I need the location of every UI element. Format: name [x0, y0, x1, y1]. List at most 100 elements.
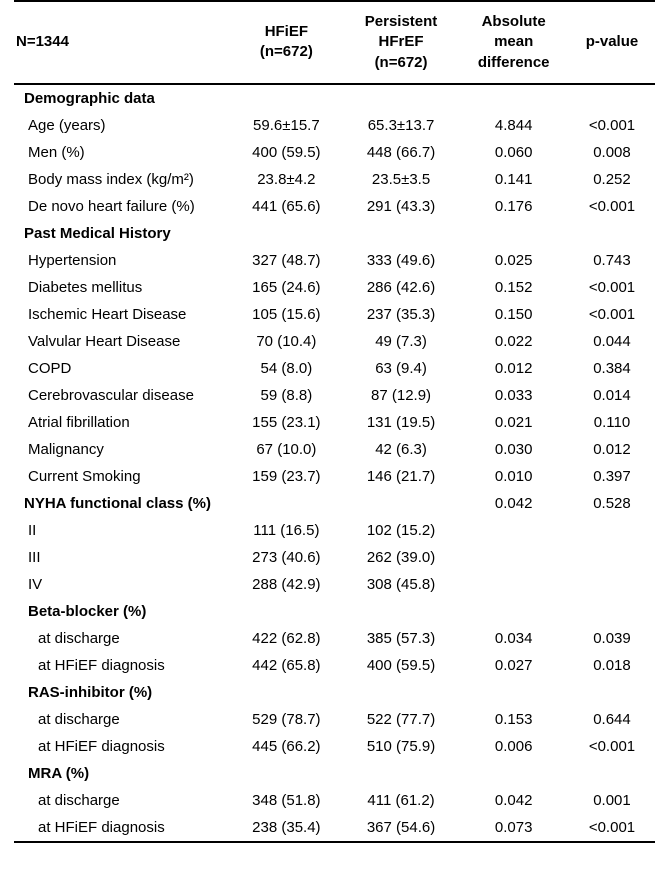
col-header-absdiff: Absolutemeandifference [458, 1, 569, 84]
table-row: Cerebrovascular disease59 (8.8)87 (12.9)… [14, 382, 655, 409]
row-label: De novo heart failure (%) [14, 193, 229, 220]
cell: 348 (51.8) [229, 787, 344, 814]
table-row: NYHA functional class (%)0.0420.528 [14, 490, 655, 517]
cell: 0.644 [569, 706, 655, 733]
cell: 308 (45.8) [344, 571, 459, 598]
cell: 288 (42.9) [229, 571, 344, 598]
table-row: III273 (40.6)262 (39.0) [14, 544, 655, 571]
cell: 0.176 [458, 193, 569, 220]
cell: 0.044 [569, 328, 655, 355]
cell: 0.042 [458, 787, 569, 814]
row-label: Ischemic Heart Disease [14, 301, 229, 328]
cell: 400 (59.5) [229, 139, 344, 166]
cell: 262 (39.0) [344, 544, 459, 571]
section-header: Beta-blocker (%) [14, 598, 655, 625]
cell: 367 (54.6) [344, 814, 459, 842]
table-row: at HFiEF diagnosis445 (66.2)510 (75.9)0.… [14, 733, 655, 760]
table-row: RAS-inhibitor (%) [14, 679, 655, 706]
cell: 0.150 [458, 301, 569, 328]
cell: 54 (8.0) [229, 355, 344, 382]
cell: 0.397 [569, 463, 655, 490]
cell: 59 (8.8) [229, 382, 344, 409]
cell [458, 517, 569, 544]
cell: <0.001 [569, 814, 655, 842]
cell: <0.001 [569, 112, 655, 139]
cell: 87 (12.9) [344, 382, 459, 409]
section-header: Past Medical History [14, 220, 655, 247]
table-row: II111 (16.5)102 (15.2) [14, 517, 655, 544]
row-label: Diabetes mellitus [14, 274, 229, 301]
cell: 0.001 [569, 787, 655, 814]
cell: <0.001 [569, 274, 655, 301]
cell: 159 (23.7) [229, 463, 344, 490]
cell: 0.110 [569, 409, 655, 436]
cell: 0.008 [569, 139, 655, 166]
row-label: at discharge [14, 706, 229, 733]
row-label: Age (years) [14, 112, 229, 139]
cell: <0.001 [569, 193, 655, 220]
cell [344, 490, 459, 517]
row-label: Current Smoking [14, 463, 229, 490]
cell: 0.384 [569, 355, 655, 382]
row-label: Malignancy [14, 436, 229, 463]
row-label: Hypertension [14, 247, 229, 274]
cell: 0.528 [569, 490, 655, 517]
cell: 102 (15.2) [344, 517, 459, 544]
cell: 105 (15.6) [229, 301, 344, 328]
table-row: Valvular Heart Disease70 (10.4)49 (7.3)0… [14, 328, 655, 355]
cell: 0.012 [569, 436, 655, 463]
table-row: Ischemic Heart Disease105 (15.6)237 (35.… [14, 301, 655, 328]
cell: 0.152 [458, 274, 569, 301]
row-label: III [14, 544, 229, 571]
cell: 510 (75.9) [344, 733, 459, 760]
cell [569, 544, 655, 571]
table-row: at discharge348 (51.8)411 (61.2)0.0420.0… [14, 787, 655, 814]
cell: 0.034 [458, 625, 569, 652]
cell: 0.042 [458, 490, 569, 517]
cell: 131 (19.5) [344, 409, 459, 436]
cell: 0.073 [458, 814, 569, 842]
row-label: IV [14, 571, 229, 598]
cell: 522 (77.7) [344, 706, 459, 733]
cell: 42 (6.3) [344, 436, 459, 463]
cell: 0.014 [569, 382, 655, 409]
cell: 0.025 [458, 247, 569, 274]
cell: 422 (62.8) [229, 625, 344, 652]
col-header-pvalue: p-value [569, 1, 655, 84]
table-row: Men (%)400 (59.5)448 (66.7)0.0600.008 [14, 139, 655, 166]
cell: 0.153 [458, 706, 569, 733]
cell: 529 (78.7) [229, 706, 344, 733]
cell: <0.001 [569, 733, 655, 760]
cell: 111 (16.5) [229, 517, 344, 544]
cell: 411 (61.2) [344, 787, 459, 814]
cell: 65.3±13.7 [344, 112, 459, 139]
cell: 0.006 [458, 733, 569, 760]
row-label: Cerebrovascular disease [14, 382, 229, 409]
cell: 165 (24.6) [229, 274, 344, 301]
col-header-n: N=1344 [14, 1, 229, 84]
cell: 400 (59.5) [344, 652, 459, 679]
table-row: MRA (%) [14, 760, 655, 787]
cell: 0.141 [458, 166, 569, 193]
cell: 0.018 [569, 652, 655, 679]
cell: 448 (66.7) [344, 139, 459, 166]
cell: 0.039 [569, 625, 655, 652]
cell: 59.6±15.7 [229, 112, 344, 139]
cell: 286 (42.6) [344, 274, 459, 301]
data-table: N=1344 HFiEF(n=672) PersistentHFrEF(n=67… [14, 0, 655, 843]
cell: 0.022 [458, 328, 569, 355]
table-row: Beta-blocker (%) [14, 598, 655, 625]
row-label: Atrial fibrillation [14, 409, 229, 436]
cell: <0.001 [569, 301, 655, 328]
table-row: Body mass index (kg/m²)23.8±4.223.5±3.50… [14, 166, 655, 193]
cell: 0.060 [458, 139, 569, 166]
cell: 0.021 [458, 409, 569, 436]
cell: 327 (48.7) [229, 247, 344, 274]
row-label: II [14, 517, 229, 544]
cell: 0.027 [458, 652, 569, 679]
table-row: De novo heart failure (%)441 (65.6)291 (… [14, 193, 655, 220]
table-body: Demographic dataAge (years)59.6±15.765.3… [14, 84, 655, 842]
cell: 155 (23.1) [229, 409, 344, 436]
cell [569, 517, 655, 544]
cell: 146 (21.7) [344, 463, 459, 490]
